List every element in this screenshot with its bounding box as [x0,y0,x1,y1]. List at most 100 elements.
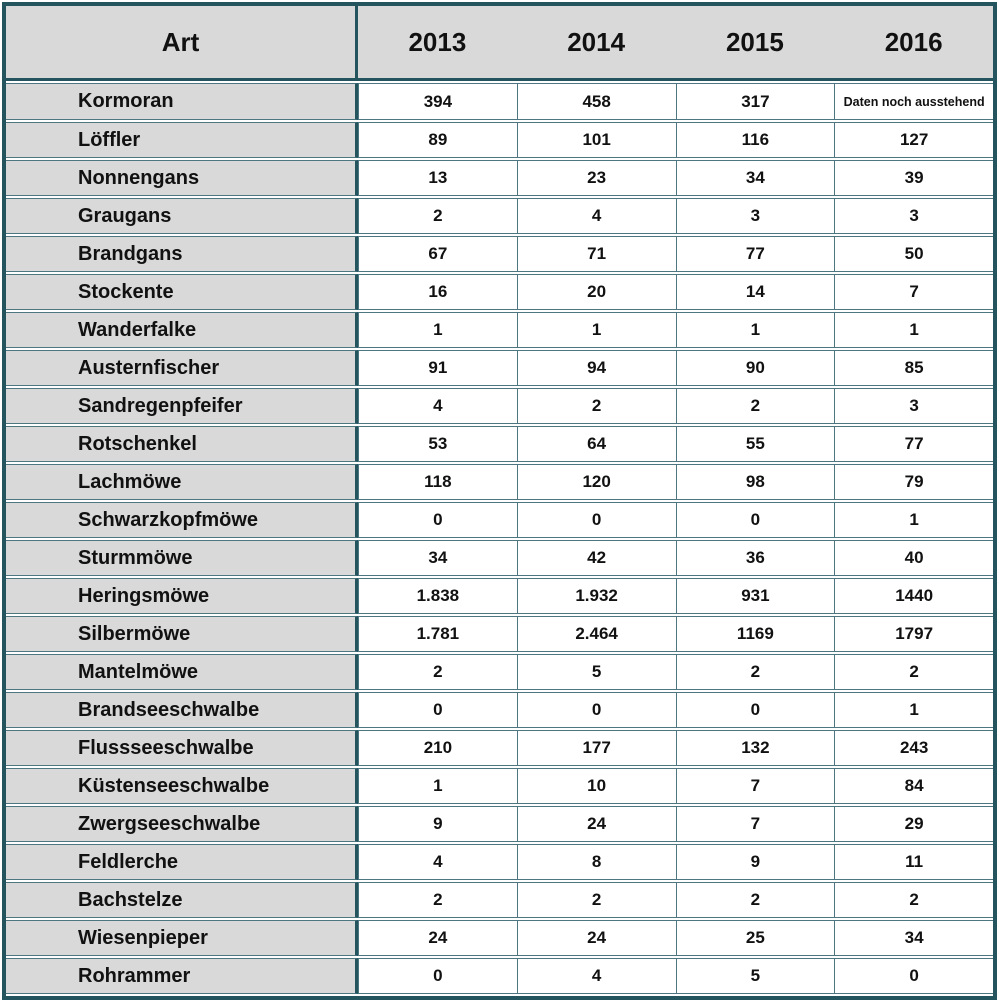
table-row: Bachstelze 2 2 2 2 [6,882,993,918]
value-cell: 3 [834,198,993,234]
value-cell: 0 [358,692,517,728]
value-cell: 1 [834,312,993,348]
value-cell: 24 [358,920,517,956]
value-cell: 23 [516,160,676,196]
species-cell: Graugans [6,198,358,234]
value-cell: 0 [834,958,993,994]
species-cell: Kormoran [6,83,358,120]
value-cell: 2 [834,882,993,918]
value-cell: 2.464 [516,616,676,652]
value-cell: 2 [834,654,993,690]
table-row: Lachmöwe 118 120 98 79 [6,464,993,500]
value-cell: 1 [834,502,993,538]
table-row: Zwergseeschwalbe 9 24 7 29 [6,806,993,842]
value-cell: 25 [675,920,835,956]
species-cell: Zwergseeschwalbe [6,806,358,842]
value-cell: 5 [516,654,676,690]
value-cell: 9 [358,806,517,842]
value-cell: 0 [358,958,517,994]
species-cell: Brandgans [6,236,358,272]
value-cell: 931 [675,578,835,614]
value-cell: 11 [834,844,993,880]
value-cell: 2 [675,388,835,424]
table-row: Wiesenpieper 24 24 25 34 [6,920,993,956]
table-row: Stockente 16 20 14 7 [6,274,993,310]
value-cell: 36 [675,540,835,576]
species-cell: Lachmöwe [6,464,358,500]
value-cell: 317 [675,83,835,120]
value-cell: 1 [516,312,676,348]
species-cell: Schwarzkopfmöwe [6,502,358,538]
value-cell: 1.838 [358,578,517,614]
table-row: Brandgans 67 71 77 50 [6,236,993,272]
table-row: Sturmmöwe 34 42 36 40 [6,540,993,576]
value-cell: 1 [675,312,835,348]
value-cell: 0 [675,502,835,538]
value-cell: 2 [675,882,835,918]
value-cell: 1 [358,312,517,348]
value-cell: 2 [358,882,517,918]
col-header-art: Art [6,6,358,81]
table-row: Flussseeschwalbe 210 177 132 243 [6,730,993,766]
value-cell: 91 [358,350,517,386]
value-cell: 3 [675,198,835,234]
value-cell: 89 [358,122,517,158]
col-header-year-2013: 2013 [358,6,517,81]
table-row: Austernfischer 91 94 90 85 [6,350,993,386]
value-cell: 39 [834,160,993,196]
value-cell: 8 [516,844,676,880]
value-cell: 90 [675,350,835,386]
species-cell: Silbermöwe [6,616,358,652]
value-cell: 24 [516,806,676,842]
species-cell: Rotschenkel [6,426,358,462]
value-cell: 458 [516,83,676,120]
species-cell: Sandregenpfeifer [6,388,358,424]
table-body: Kormoran 394 458 317 Daten noch ausstehe… [6,83,993,994]
value-cell: 29 [834,806,993,842]
value-cell: 120 [516,464,676,500]
value-cell: 5 [675,958,835,994]
value-cell: 98 [675,464,835,500]
value-cell: 85 [834,350,993,386]
species-cell: Austernfischer [6,350,358,386]
value-cell: 84 [834,768,993,804]
species-cell: Stockente [6,274,358,310]
value-cell: 77 [834,426,993,462]
value-cell: 7 [675,806,835,842]
table-row: Nonnengans 13 23 34 39 [6,160,993,196]
value-cell: 1.781 [358,616,517,652]
species-cell: Feldlerche [6,844,358,880]
table-row: Brandseeschwalbe 0 0 0 1 [6,692,993,728]
value-cell: 243 [834,730,993,766]
species-cell: Küstenseeschwalbe [6,768,358,804]
col-header-year-2014: 2014 [516,6,676,81]
value-cell: 40 [834,540,993,576]
value-cell: 71 [516,236,676,272]
value-cell: 79 [834,464,993,500]
value-cell: 34 [358,540,517,576]
value-cell: 1.932 [516,578,676,614]
table-row: Heringsmöwe 1.838 1.932 931 1440 [6,578,993,614]
value-cell: 7 [675,768,835,804]
value-cell: 14 [675,274,835,310]
value-cell: 0 [358,502,517,538]
table-row: Graugans 2 4 3 3 [6,198,993,234]
table-row: Rohrammer 0 4 5 0 [6,958,993,994]
table-row: Wanderfalke 1 1 1 1 [6,312,993,348]
header-row: Art 2013 2014 2015 2016 [6,6,993,81]
species-cell: Nonnengans [6,160,358,196]
value-cell: 53 [358,426,517,462]
value-cell: 132 [675,730,835,766]
species-cell: Wiesenpieper [6,920,358,956]
value-cell: Daten noch ausstehend [834,83,993,120]
value-cell: 94 [516,350,676,386]
value-cell: 116 [675,122,835,158]
species-cell: Bachstelze [6,882,358,918]
value-cell: 24 [516,920,676,956]
value-cell: 55 [675,426,835,462]
table-row: Löffler 89 101 116 127 [6,122,993,158]
species-cell: Löffler [6,122,358,158]
value-cell: 3 [834,388,993,424]
value-cell: 64 [516,426,676,462]
